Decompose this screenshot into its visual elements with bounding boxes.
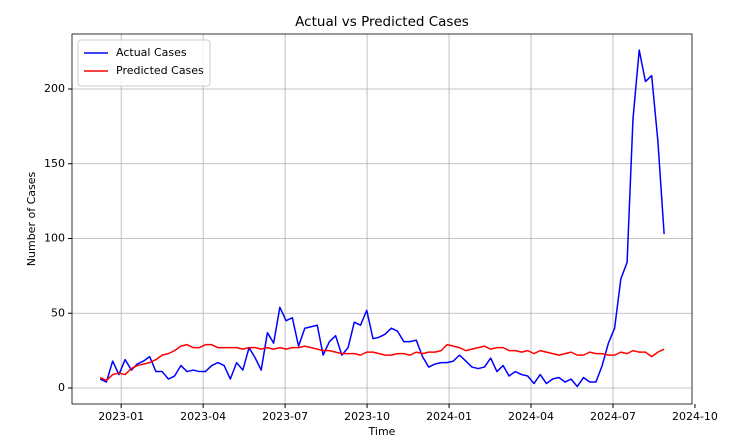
legend-label: Actual Cases xyxy=(116,46,187,59)
x-tick-label: 2023-01 xyxy=(98,410,144,423)
x-tick-label: 2023-10 xyxy=(344,410,390,423)
y-tick-label: 50 xyxy=(51,306,65,319)
plot-frame xyxy=(71,33,693,405)
y-tick-label: 100 xyxy=(44,232,65,245)
x-tick-label: 2024-01 xyxy=(426,410,472,423)
y-tick-label: 150 xyxy=(44,157,65,170)
x-tick-label: 2024-07 xyxy=(590,410,636,423)
x-tick-label: 2024-10 xyxy=(672,410,718,423)
x-axis-label: Time xyxy=(368,425,396,438)
data-line xyxy=(99,343,665,382)
legend-label: Predicted Cases xyxy=(116,64,204,77)
data-line xyxy=(99,49,665,388)
x-tick-label: 2024-04 xyxy=(508,410,554,423)
x-tick-label: 2023-07 xyxy=(262,410,308,423)
legend-box xyxy=(77,39,211,87)
y-axis-label: Number of Cases xyxy=(25,172,38,267)
legend: Actual Cases Predicted Cases xyxy=(77,39,211,87)
x-tick-label: 2023-04 xyxy=(180,410,226,423)
y-tick-label: 0 xyxy=(58,381,65,394)
y-tick-label: 200 xyxy=(44,82,65,95)
chart-title: Actual vs Predicted Cases xyxy=(295,14,469,30)
